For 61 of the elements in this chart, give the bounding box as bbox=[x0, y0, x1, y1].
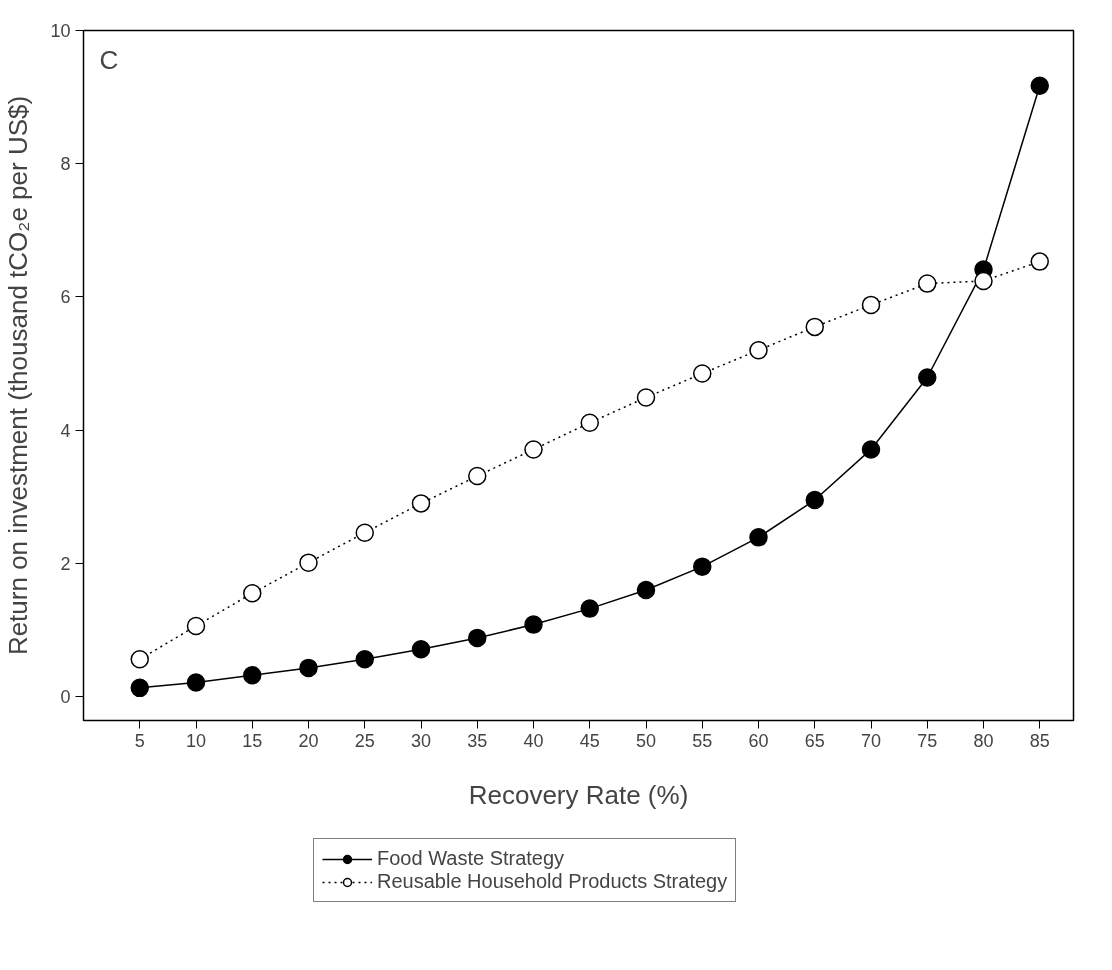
point bbox=[243, 584, 262, 603]
point bbox=[299, 553, 318, 572]
point bbox=[411, 640, 431, 659]
point bbox=[243, 665, 262, 685]
y-axis-title: Return on investment (thousand tCO₂e per US$) bbox=[3, 95, 34, 656]
point bbox=[918, 368, 937, 387]
point bbox=[468, 628, 487, 648]
x-tick-label: 35 bbox=[467, 730, 488, 751]
point bbox=[468, 466, 487, 486]
y-tick-label: 6 bbox=[60, 287, 71, 308]
x-tick-label: 60 bbox=[748, 730, 769, 751]
x-tick-label: 20 bbox=[298, 730, 319, 751]
x-tick-label: 75 bbox=[917, 730, 938, 751]
x-tick-label: 25 bbox=[354, 730, 375, 751]
point bbox=[749, 340, 768, 360]
point bbox=[636, 388, 656, 407]
point bbox=[1030, 252, 1049, 271]
legend-label: Reusable Household Products Strategy bbox=[377, 870, 728, 893]
point bbox=[861, 440, 881, 459]
point bbox=[130, 678, 149, 698]
x-tick-label: 40 bbox=[523, 730, 544, 751]
x-axis-title: Recovery Rate (%) bbox=[468, 779, 689, 810]
x-tick-label: 85 bbox=[1029, 730, 1050, 751]
x-tick-label: 45 bbox=[579, 730, 600, 751]
y-tick-label: 4 bbox=[60, 420, 71, 441]
point bbox=[524, 440, 543, 459]
annotation: C bbox=[99, 44, 119, 75]
x-tick-label: 30 bbox=[410, 730, 432, 751]
point bbox=[974, 271, 993, 291]
point bbox=[186, 616, 206, 636]
y-tick-label: 0 bbox=[60, 687, 71, 708]
point bbox=[749, 528, 768, 547]
point bbox=[580, 599, 599, 618]
y-tick-label: 2 bbox=[60, 553, 71, 574]
y-tick-label: 10 bbox=[50, 21, 71, 41]
x-tick-label: 55 bbox=[692, 730, 713, 751]
x-tick-label: 65 bbox=[804, 730, 825, 751]
point bbox=[805, 490, 824, 510]
point bbox=[355, 649, 374, 669]
point bbox=[861, 295, 881, 315]
point bbox=[805, 317, 824, 337]
x-tick-label: 5 bbox=[134, 730, 145, 751]
x-tick-label: 70 bbox=[860, 730, 882, 751]
point bbox=[299, 658, 318, 678]
point bbox=[411, 494, 431, 513]
point bbox=[693, 557, 712, 576]
y-tick-label: 8 bbox=[60, 154, 71, 175]
x-tick-label: 50 bbox=[635, 730, 657, 751]
point bbox=[130, 649, 149, 669]
x-tick-label: 15 bbox=[242, 730, 263, 751]
point bbox=[918, 274, 937, 293]
point bbox=[636, 580, 656, 600]
point bbox=[580, 413, 599, 433]
x-tick-label: 10 bbox=[185, 730, 207, 751]
legend-label: Food Waste Strategy bbox=[377, 847, 565, 870]
x-tick-label: 80 bbox=[973, 730, 994, 751]
point bbox=[1030, 76, 1049, 96]
point bbox=[186, 673, 206, 692]
point bbox=[355, 523, 374, 542]
point bbox=[524, 615, 543, 634]
point bbox=[693, 364, 712, 383]
